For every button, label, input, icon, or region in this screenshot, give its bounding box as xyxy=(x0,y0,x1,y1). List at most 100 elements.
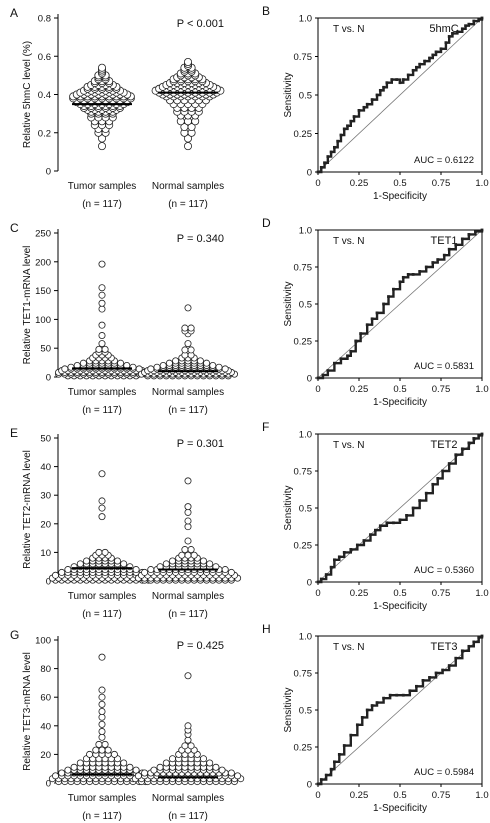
roc-point xyxy=(398,280,402,284)
y-tick-label: 1.0 xyxy=(299,632,312,643)
reference-diagonal xyxy=(317,229,483,379)
y-tick-label: 50 xyxy=(40,344,51,355)
data-point xyxy=(168,557,176,565)
data-point xyxy=(215,363,223,371)
panel-label: A xyxy=(10,6,18,20)
y-tick-label: 0 xyxy=(46,167,51,178)
data-point xyxy=(184,477,192,485)
x-axis-label: 1-Specificity xyxy=(373,803,427,814)
roc-point xyxy=(474,230,477,233)
comparison-label: T vs. N xyxy=(333,642,364,653)
swarm-panel-e: E 0 10 20 30 40 50 Relative TET2-mRNA level P = … xyxy=(10,426,242,620)
category-label: Normal samples xyxy=(152,387,224,398)
roc-point xyxy=(333,760,336,764)
x-axis-label: 1-Specificity xyxy=(373,397,427,408)
y-tick-label: 50 xyxy=(40,434,51,445)
roc-point xyxy=(346,354,349,358)
data-point xyxy=(150,766,158,774)
y-tick-label: 0.25 xyxy=(294,541,313,552)
roc-point xyxy=(385,521,389,525)
data-point xyxy=(181,742,189,750)
roc-point xyxy=(342,551,346,554)
data-point xyxy=(76,560,84,568)
roc-curve xyxy=(318,434,484,584)
y-tick-label: 100 xyxy=(35,315,51,326)
roc-point xyxy=(439,47,443,51)
roc-point xyxy=(316,170,320,174)
roc-point xyxy=(378,524,382,528)
roc-point xyxy=(424,265,428,269)
x-tick-label: 0.25 xyxy=(350,790,369,801)
data-point xyxy=(203,359,211,367)
roc-point xyxy=(387,295,390,298)
data-point xyxy=(98,497,106,505)
roc-point xyxy=(480,16,484,20)
roc-point xyxy=(360,716,364,719)
y-tick-label: 0 xyxy=(46,373,51,384)
roc-point xyxy=(406,273,410,276)
roc-point xyxy=(352,115,356,118)
data-point xyxy=(98,332,106,340)
data-point xyxy=(114,557,122,565)
data-point xyxy=(162,560,170,568)
data-point xyxy=(98,340,106,348)
data-point xyxy=(184,551,192,559)
roc-point xyxy=(326,155,330,158)
y-tick-label: 0 xyxy=(307,578,312,589)
y-tick-label: 0.5 xyxy=(299,300,312,311)
roc-point xyxy=(401,693,405,697)
x-tick-label: 1.0 xyxy=(475,588,488,599)
y-tick-label: 0.75 xyxy=(294,52,313,63)
data-point xyxy=(168,755,176,763)
roc-point xyxy=(370,704,374,707)
roc-point xyxy=(316,376,320,380)
data-point xyxy=(120,759,128,767)
roc-point xyxy=(398,518,402,522)
roc-point xyxy=(477,636,481,639)
y-tick-label: 0.5 xyxy=(299,91,312,102)
roc-point xyxy=(428,676,431,679)
data-point xyxy=(132,766,140,774)
roc-point xyxy=(477,18,481,21)
data-point xyxy=(98,720,106,728)
y-tick-label: 0.5 xyxy=(299,706,312,717)
y-tick-label: 0 xyxy=(46,779,51,790)
roc-point xyxy=(319,577,323,581)
panel-label: E xyxy=(10,426,18,440)
data-point xyxy=(95,548,103,556)
roc-point xyxy=(339,357,343,361)
data-point xyxy=(172,357,180,365)
x-tick-label: 0 xyxy=(315,790,320,801)
roc-point xyxy=(411,506,415,510)
roc-point xyxy=(355,723,359,727)
roc-point xyxy=(375,93,379,97)
roc-point xyxy=(464,24,467,28)
x-tick-label: 1.0 xyxy=(475,790,488,801)
x-tick-label: 0.75 xyxy=(432,588,451,599)
roc-point xyxy=(382,302,385,306)
roc-point xyxy=(408,689,412,693)
x-tick-label: 0.75 xyxy=(432,384,451,395)
roc-point xyxy=(329,565,333,569)
roc-point xyxy=(370,98,374,102)
data-point xyxy=(98,299,106,307)
data-point xyxy=(98,470,106,478)
data-point xyxy=(227,568,235,576)
data-point xyxy=(95,740,103,748)
data-point xyxy=(184,340,192,348)
roc-curve xyxy=(318,230,484,380)
data-point xyxy=(187,123,196,132)
data-point xyxy=(52,772,60,780)
roc-point xyxy=(349,548,353,551)
roc-point xyxy=(442,253,446,257)
roc-point xyxy=(401,78,405,81)
data-point xyxy=(98,693,106,701)
roc-point xyxy=(431,261,435,264)
y-tick-label: 40 xyxy=(40,721,51,732)
roc-point xyxy=(326,369,330,372)
x-tick-label: 0.5 xyxy=(393,178,406,189)
roc-point xyxy=(467,644,471,648)
y-tick-label: 30 xyxy=(40,491,51,502)
roc-point xyxy=(392,521,395,525)
data-point xyxy=(98,504,106,512)
